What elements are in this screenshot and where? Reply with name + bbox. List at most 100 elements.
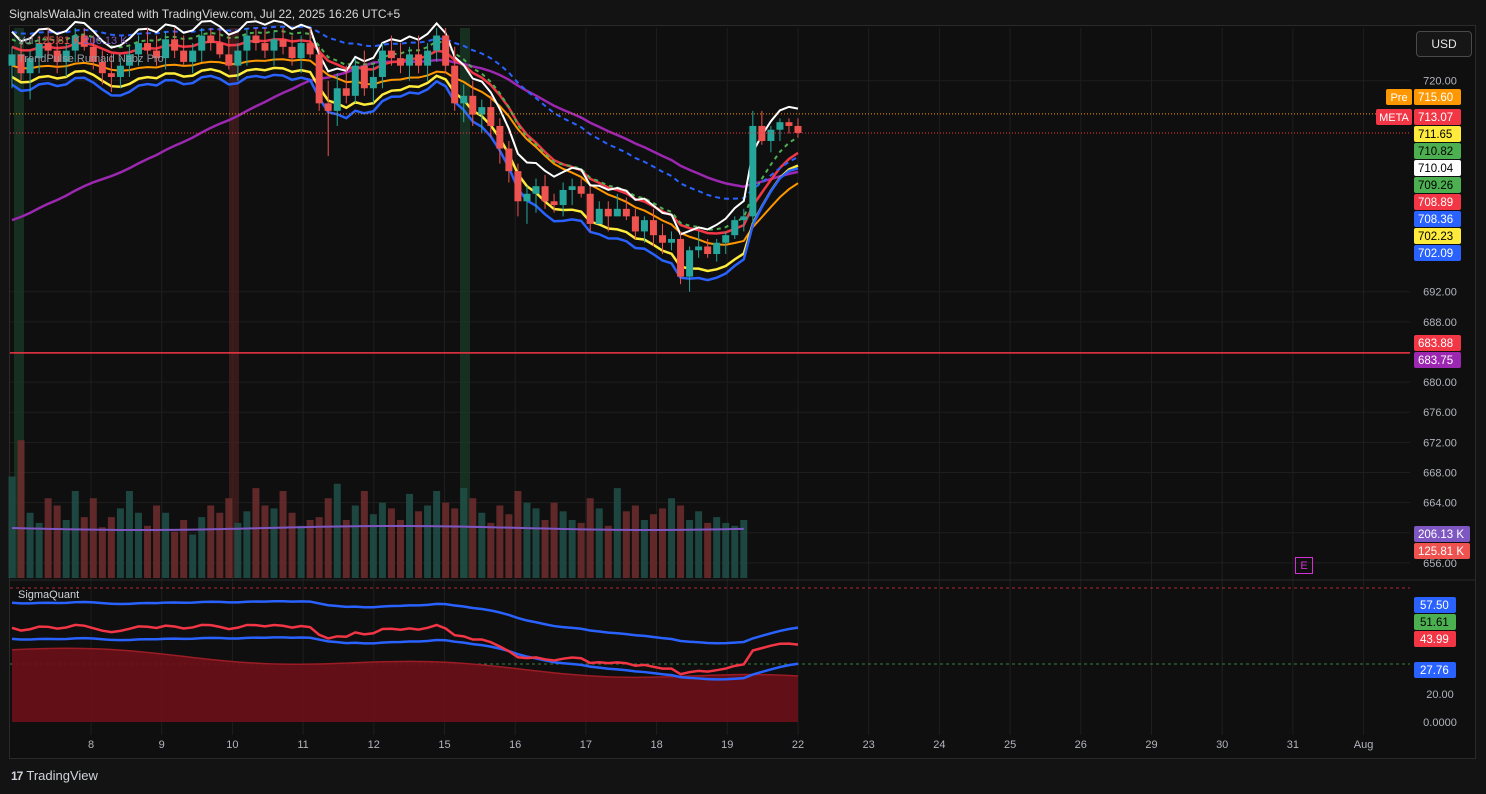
volume-bar — [396, 520, 404, 578]
candle-body — [604, 208, 612, 217]
candle-body — [451, 65, 459, 104]
volume-bar — [415, 511, 423, 578]
volume-bar — [460, 488, 468, 578]
price-tick-label: 664.00 — [1423, 498, 1457, 510]
volume-bar — [686, 520, 694, 578]
candle-body — [704, 246, 712, 255]
trail-blue-dash-line — [11, 25, 799, 200]
ema-orange-line — [11, 58, 799, 246]
volume-ma-line — [11, 525, 744, 531]
candle-body — [550, 201, 558, 206]
volume-bar — [116, 508, 124, 578]
time-tick-label: 10 — [226, 739, 238, 751]
volume-bar — [351, 505, 359, 578]
candle-body — [360, 65, 368, 89]
candle-body — [297, 43, 305, 59]
volume-bar — [180, 520, 188, 578]
earnings-event-badge[interactable]: E — [1295, 557, 1313, 574]
candle-body — [270, 39, 278, 51]
time-tick-label: Aug — [1354, 739, 1374, 751]
footer-brand-text: TradingView — [26, 768, 98, 783]
price-tick-label: 668.00 — [1423, 468, 1457, 480]
price-label-box — [1414, 194, 1461, 210]
currency-button[interactable]: USD — [1416, 31, 1472, 57]
candle-body — [695, 246, 703, 251]
candle-body — [234, 50, 242, 66]
candle-body — [460, 95, 468, 104]
candle-body — [767, 129, 775, 142]
oscillator-upper-line — [11, 599, 799, 645]
time-tick-label: 15 — [438, 739, 450, 751]
volume-bar — [134, 512, 142, 578]
volume-bar — [640, 520, 648, 578]
oscillator-value-text: 27.76 — [1420, 665, 1449, 677]
volume-bar — [550, 502, 558, 578]
volume-bar — [514, 491, 522, 578]
volume-bar — [71, 491, 79, 578]
candle-body — [153, 50, 161, 59]
candle-body — [225, 54, 233, 66]
oscillator-value-text: 43.99 — [1420, 634, 1449, 646]
time-tick-label: 12 — [368, 739, 380, 751]
candle-body — [595, 208, 603, 224]
volume-bar — [297, 525, 305, 578]
volume-bar — [496, 505, 504, 578]
oscillator-value-text: 51.61 — [1420, 617, 1449, 629]
candle-body — [677, 238, 685, 277]
candle-body — [116, 65, 124, 77]
volume-bar — [252, 488, 260, 578]
price-tick-label: 676.00 — [1423, 407, 1457, 419]
volume-bar — [35, 522, 43, 578]
oscillator-value-text: 57.50 — [1420, 600, 1449, 612]
oscillator-lower-line — [11, 636, 799, 681]
oscillator-legend: SigmaQuant — [18, 589, 80, 601]
time-tick-label: 31 — [1287, 739, 1299, 751]
session-highlight — [460, 28, 470, 578]
price-label-box — [1414, 160, 1461, 176]
volume-bar — [306, 520, 314, 578]
volume-bar — [315, 517, 323, 578]
volume-bar — [360, 491, 368, 578]
price-tick-label: 720.00 — [1423, 76, 1457, 88]
volume-bar — [731, 525, 739, 578]
volume-bar — [8, 476, 16, 578]
candle-body — [622, 208, 630, 217]
volume-bar — [740, 520, 748, 578]
volume-bar — [107, 517, 115, 578]
trail-white-line — [11, 19, 799, 236]
volume-bar — [62, 520, 70, 578]
volume-bar — [342, 520, 350, 578]
time-tick-label: 29 — [1145, 739, 1157, 751]
chart-header: SignalsWalaJin created with TradingView.… — [9, 7, 401, 21]
volume-bar — [144, 525, 152, 578]
candle-body — [162, 39, 170, 59]
volume-bar — [658, 508, 666, 578]
candle-body — [496, 125, 504, 149]
volume-bar — [695, 511, 703, 578]
candle-body — [89, 46, 97, 62]
volume-bar — [541, 520, 549, 578]
volume-bar — [234, 522, 242, 578]
band-yellow-line — [11, 66, 799, 273]
price-label-text: 683.88 — [1418, 338, 1453, 350]
price-label-box — [1414, 126, 1461, 142]
candle-body — [342, 88, 350, 96]
price-label-text: 702.23 — [1418, 231, 1453, 243]
volume-legend-label: Vol — [18, 35, 34, 47]
volume-bar — [207, 505, 215, 578]
time-tick-label: 11 — [297, 739, 308, 751]
candle-body — [577, 186, 585, 194]
candle-body — [80, 35, 88, 47]
trail-green-dash-line — [11, 30, 799, 231]
volume-bar — [270, 508, 278, 578]
volume-bar — [613, 488, 621, 578]
volume-legend-value-2: 206.13 K — [83, 35, 128, 47]
candle-body — [171, 39, 179, 51]
candle-body — [35, 43, 43, 59]
candle-body — [53, 50, 61, 62]
candle-body — [261, 43, 269, 51]
candle-body — [387, 50, 395, 59]
time-tick-label: 8 — [88, 739, 94, 751]
volume-bar — [631, 505, 639, 578]
footer-brand: 17 TradingView — [11, 768, 98, 783]
